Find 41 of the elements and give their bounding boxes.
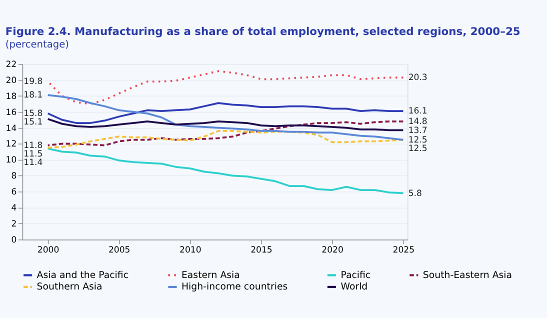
data-label: 12.5 bbox=[408, 144, 428, 154]
y-tick-label: 20 bbox=[6, 76, 17, 86]
legend-label: Asia and the Pacific bbox=[36, 270, 129, 281]
data-label: 13.7 bbox=[408, 126, 428, 136]
data-label: 20.3 bbox=[408, 73, 428, 84]
data-label: 11.8 bbox=[24, 140, 43, 151]
x-tick-label: 2000 bbox=[37, 246, 60, 256]
y-tick-label: 14 bbox=[6, 124, 17, 134]
legend-label: Eastern Asia bbox=[181, 270, 240, 281]
y-tick-label: 12 bbox=[6, 140, 17, 150]
y-tick-label: 22 bbox=[6, 60, 17, 70]
x-tick-label: 2020 bbox=[322, 246, 344, 256]
data-label: 15.1 bbox=[24, 118, 43, 128]
data-label: 14.8 bbox=[408, 116, 428, 127]
y-tick-label: 16 bbox=[6, 108, 17, 118]
data-label: 11.4 bbox=[24, 158, 43, 168]
data-label: 15.8 bbox=[24, 109, 43, 120]
data-label: 11.5 bbox=[24, 149, 43, 160]
y-tick-label: 2 bbox=[11, 220, 17, 230]
y-tick-label: 10 bbox=[6, 156, 17, 166]
legend-label: High-income countries bbox=[181, 282, 288, 293]
data-label: 5.8 bbox=[408, 188, 422, 199]
chart-title: Figure 2.4. Manufacturing as a share of total employment, selected regions, 2000–25 bbox=[5, 24, 520, 38]
legend-label: Southern Asia bbox=[36, 282, 102, 293]
x-tick-label: 2025 bbox=[392, 246, 415, 256]
y-tick-label: 0 bbox=[11, 235, 17, 246]
y-tick-label: 18 bbox=[6, 92, 17, 102]
x-tick-label: 2015 bbox=[250, 246, 272, 256]
legend-label: World bbox=[340, 282, 368, 293]
data-label: 16.1 bbox=[408, 106, 428, 117]
legend-label: Pacific bbox=[340, 270, 371, 281]
x-tick-label: 2005 bbox=[108, 246, 130, 256]
y-tick-label: 6 bbox=[11, 188, 17, 198]
x-tick-label: 2010 bbox=[180, 246, 202, 256]
data-label: 19.8 bbox=[24, 77, 43, 88]
chart-subtitle: (percentage) bbox=[5, 39, 69, 50]
y-tick-label: 8 bbox=[11, 172, 17, 182]
data-label: 18.1 bbox=[24, 90, 43, 101]
data-label: 12.5 bbox=[408, 135, 428, 146]
legend-label: South-Eastern Asia bbox=[422, 270, 512, 281]
y-tick-label: 4 bbox=[11, 204, 17, 214]
